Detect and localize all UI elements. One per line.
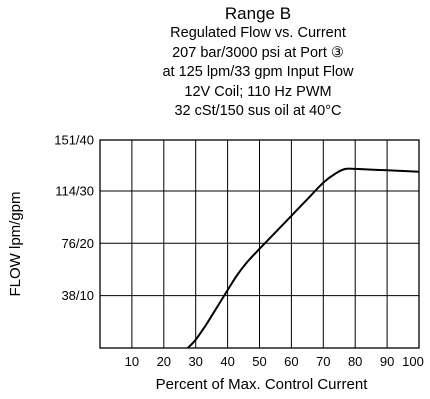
y-axis-label: FLOW lpm/gpm: [7, 191, 24, 296]
plot-frame: [99, 139, 420, 349]
x-tick-label-2: 30: [188, 354, 202, 369]
chart-subtitle-line-5: 32 cSt/150 sus oil at 40°C: [174, 103, 342, 119]
x-tick-label-9: 100: [402, 354, 424, 369]
x-tick-labels: 10 20 30 40 50 60 70 80 90 100: [125, 354, 424, 369]
y-tick-labels: 38/10 76/20 114/30 151/40: [54, 133, 94, 304]
chart-subtitle-line-2: 207 bar/3000 psi at Port ③: [172, 44, 344, 61]
x-tick-label-1: 20: [157, 354, 171, 369]
x-tick-label-6: 70: [316, 354, 330, 369]
y-tick-label-0: 38/10: [61, 288, 94, 303]
chart-subtitle-line-1: Regulated Flow vs. Current: [170, 25, 346, 41]
y-tick-label-3: 151/40: [54, 133, 94, 148]
chart-title: Range B: [224, 4, 292, 23]
x-axis-label: Percent of Max. Control Current: [156, 376, 369, 393]
y-tick-label-1: 76/20: [61, 236, 94, 251]
chart-subtitle-line-4: 12V Coil; 110 Hz PWM: [184, 83, 332, 100]
grid-lines: [100, 140, 419, 348]
x-tick-label-8: 90: [380, 354, 394, 369]
x-tick-label-5: 60: [284, 354, 298, 369]
x-tick-label-0: 10: [125, 354, 139, 369]
x-tick-label-4: 50: [252, 354, 266, 369]
series-line: [186, 167, 420, 349]
x-tick-label-7: 80: [348, 354, 362, 369]
chart-subtitle-line-3: at 125 lpm/33 gpm Input Flow: [162, 64, 354, 80]
title-block: Range B Regulated Flow vs. Current 207 b…: [98, 4, 418, 122]
y-tick-label-2: 114/30: [55, 183, 94, 198]
x-tick-label-3: 40: [220, 354, 234, 369]
